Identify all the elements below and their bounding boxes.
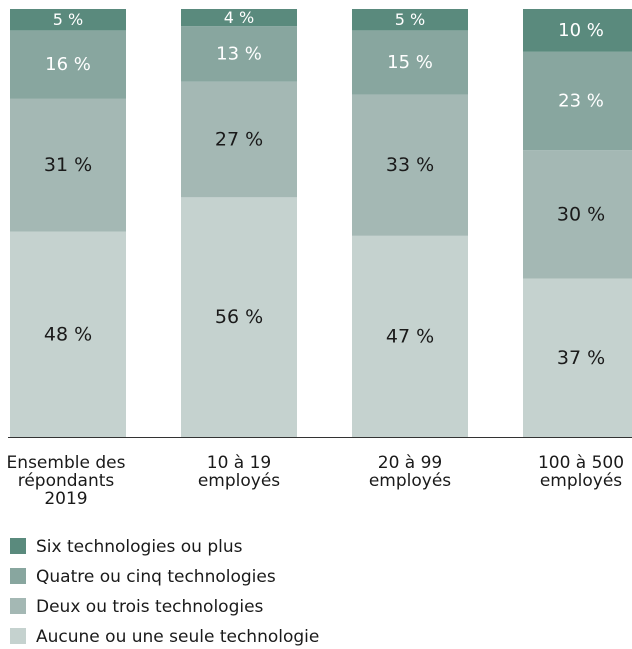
legend-label: Quatre ou cinq technologies: [36, 567, 276, 587]
bar-segment: [10, 9, 126, 31]
bar-segment: [352, 30, 468, 95]
x-tick-label: 100 à 500 employés: [538, 453, 624, 491]
bar-segment: [10, 30, 126, 99]
bar-value-label: 48 %: [44, 323, 92, 345]
bar-value-label: 37 %: [557, 347, 605, 369]
bar-value-label: 27 %: [215, 129, 263, 151]
legend-swatch: [10, 538, 26, 554]
bar-segment: [181, 197, 297, 437]
bar-segment: [10, 98, 126, 232]
bar-value-label: 33 %: [386, 154, 434, 176]
bar-value-label: 13 %: [216, 43, 262, 64]
legend-swatch: [10, 598, 26, 614]
bar-value-label: 4 %: [224, 8, 254, 27]
bar-value-label: 31 %: [44, 154, 92, 176]
bar-value-label: 23 %: [558, 91, 604, 112]
bars-layer: 48 % 31 % 16 % 5 % 56 % 27 % 13 % 4 % 47 % 33 % 15…: [10, 8, 632, 437]
x-axis-labels: Ensemble des répondants 2019 10 à 19 employé…: [7, 453, 625, 509]
legend-label: Aucune ou une seule technologie: [36, 627, 319, 647]
legend-label: Deux ou trois technologies: [36, 597, 264, 617]
x-tick-label: 10 à 19 employés: [198, 453, 280, 491]
bar-value-label: 56 %: [215, 306, 263, 328]
bar-segment: [523, 9, 632, 52]
bar-segment: [181, 9, 297, 27]
bar-value-label: 10 %: [558, 20, 604, 41]
bar-value-label: 30 %: [557, 203, 605, 225]
bar-segment: [523, 150, 632, 279]
bar-value-label: 15 %: [387, 52, 433, 73]
x-tick-label: Ensemble des répondants 2019: [7, 453, 126, 509]
x-tick-label: 20 à 99 employés: [369, 453, 451, 491]
bar-segment: [10, 231, 126, 437]
bar-segment: [352, 235, 468, 437]
bar-value-label: 5 %: [395, 10, 425, 29]
legend-label: Six technologies ou plus: [36, 537, 243, 557]
legend-swatch: [10, 628, 26, 644]
bar-segment: [523, 51, 632, 151]
bar-value-label: 16 %: [45, 54, 91, 75]
legend-swatch: [10, 568, 26, 584]
bar-segment: [181, 81, 297, 198]
bar-segment: [181, 26, 297, 82]
bar-segment: [523, 278, 632, 437]
bar-value-label: 5 %: [53, 10, 83, 29]
legend: Six technologies ou plus Quatre ou cinq t…: [10, 537, 319, 647]
bar-value-label: 47 %: [386, 325, 434, 347]
bar-segment: [352, 94, 468, 236]
bar-segment: [352, 9, 468, 31]
